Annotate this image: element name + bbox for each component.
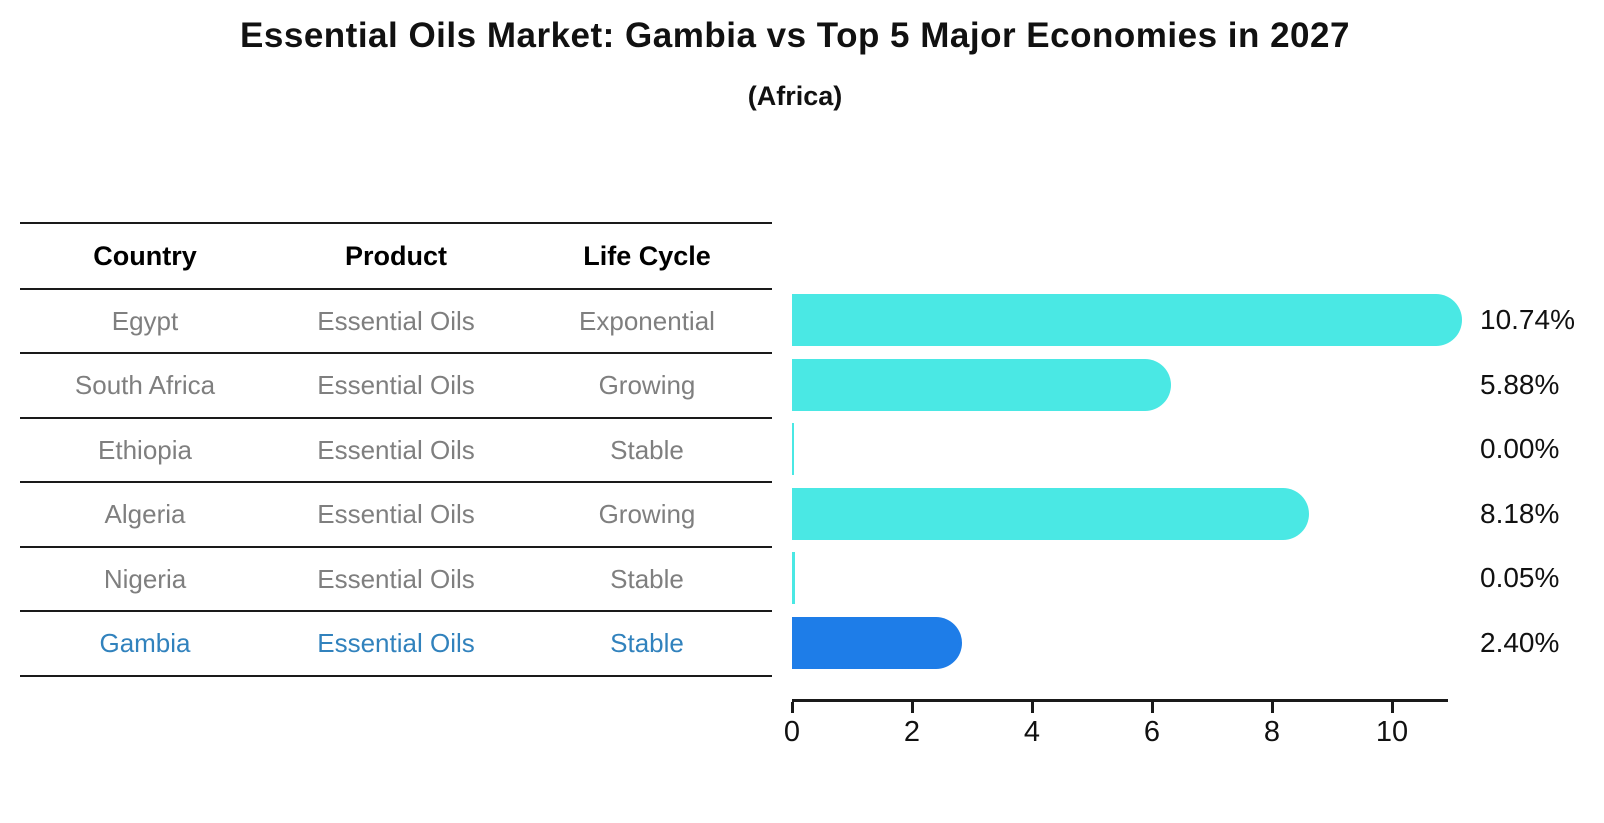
table-header-row: Country Product Life Cycle	[20, 224, 772, 288]
cell-product: Essential Oils	[317, 628, 475, 658]
cell-product: Essential Oils	[317, 370, 475, 400]
value-label-ethiopia: 0.00%	[1480, 433, 1560, 464]
x-tick-label: 0	[783, 716, 801, 748]
cell-product: Essential Oils	[317, 434, 475, 465]
cell-life-cycle: Stable	[610, 628, 684, 658]
cell-product: Essential Oils	[317, 305, 475, 336]
x-tick-label: 10	[1375, 716, 1409, 748]
cell-country: Algeria	[104, 499, 186, 529]
bar-gambia	[792, 617, 962, 669]
value-label-algeria: 8.18%	[1480, 498, 1560, 529]
value-label-south-africa: 5.88%	[1480, 369, 1560, 400]
table-row-algeria: Algeria Essential Oils Growing	[20, 483, 772, 546]
table-line	[20, 222, 772, 224]
x-tick-label: 4	[1023, 716, 1041, 748]
x-tick-label: 2	[903, 716, 921, 748]
cell-life-cycle: Stable	[610, 563, 684, 594]
table-line	[20, 546, 772, 548]
x-tick-mark	[1031, 702, 1034, 713]
cell-product: Essential Oils	[317, 499, 475, 529]
x-tick-label: 6	[1143, 716, 1161, 748]
bar-south-africa	[792, 359, 1171, 411]
cell-product: Essential Oils	[317, 563, 475, 594]
cell-country: Egypt	[111, 305, 179, 336]
value-label-egypt: 10.74%	[1480, 304, 1575, 335]
bar-algeria	[792, 488, 1309, 540]
table-line	[20, 481, 772, 483]
bar-ethiopia	[792, 423, 794, 475]
table-row-ethiopia: Ethiopia Essential Oils Stable	[20, 419, 772, 481]
cell-country: Gambia	[99, 628, 191, 658]
table-line	[20, 417, 772, 419]
x-tick-mark	[1151, 702, 1154, 713]
table-row-south-africa: South Africa Essential Oils Growing	[20, 354, 772, 417]
x-tick-label: 8	[1263, 716, 1281, 748]
table-line	[20, 352, 772, 354]
table-line	[20, 675, 772, 677]
cell-life-cycle: Growing	[598, 499, 696, 529]
table-row-gambia: Gambia Essential Oils Stable	[20, 612, 772, 675]
column-header-product: Product	[344, 240, 447, 271]
chart-title: Essential Oils Market: Gambia vs Top 5 M…	[240, 16, 1350, 55]
cell-country: South Africa	[74, 370, 216, 400]
x-tick-mark	[1271, 702, 1274, 713]
column-header-life-cycle: Life Cycle	[583, 240, 711, 271]
x-tick-mark	[911, 702, 914, 713]
table-row-egypt: Egypt Essential Oils Exponential	[20, 290, 772, 352]
value-label-nigeria: 0.05%	[1480, 562, 1560, 593]
cell-life-cycle: Growing	[598, 370, 696, 400]
bar-nigeria	[792, 552, 795, 604]
x-tick-mark	[1391, 702, 1394, 713]
x-tick-mark	[791, 702, 794, 713]
cell-country: Nigeria	[103, 563, 187, 594]
x-axis	[792, 699, 1448, 702]
value-label-gambia: 2.40%	[1480, 627, 1560, 658]
cell-life-cycle: Exponential	[579, 305, 715, 336]
table-line	[20, 288, 772, 290]
table-line	[20, 610, 772, 612]
bar-egypt	[792, 294, 1463, 346]
cell-country: Ethiopia	[98, 434, 192, 465]
table-row-nigeria: Nigeria Essential Oils Stable	[20, 548, 772, 610]
chart-subtitle: (Africa)	[747, 81, 843, 111]
column-header-country: Country	[93, 240, 197, 271]
cell-life-cycle: Stable	[610, 434, 684, 465]
